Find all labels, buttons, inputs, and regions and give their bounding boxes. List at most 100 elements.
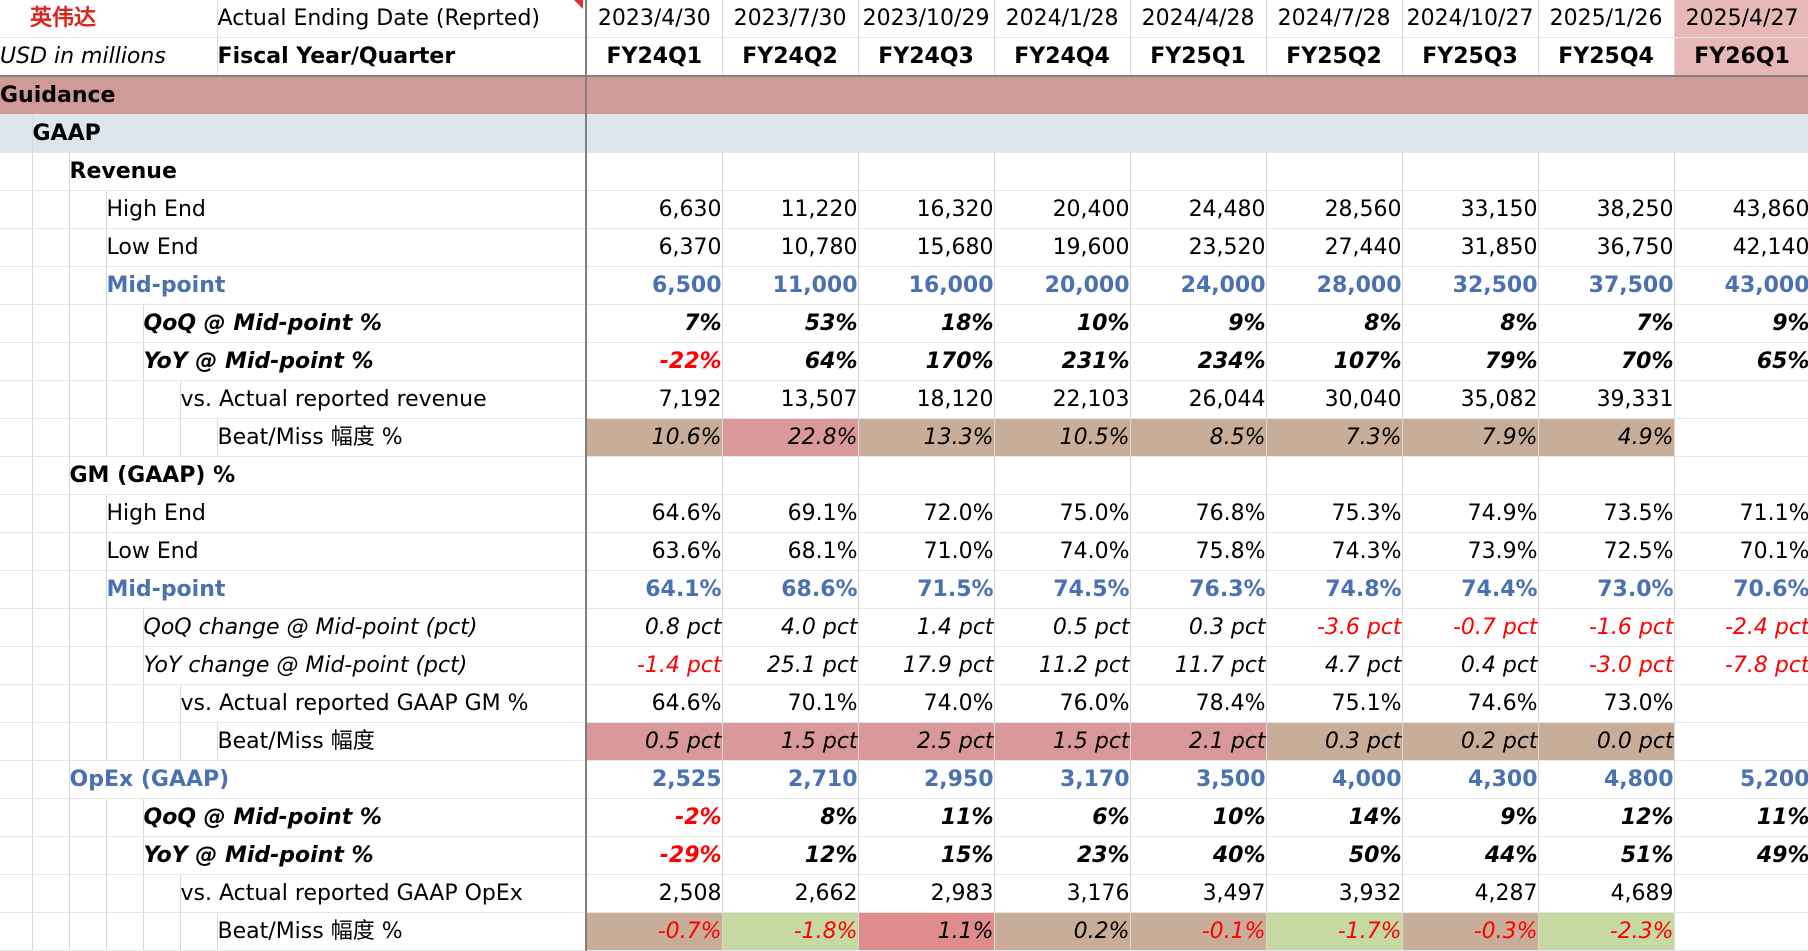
gm-low-row-value[interactable]: 71.0% [858,532,995,571]
revenue-beat-row-value[interactable]: 7.9% [1402,418,1539,457]
empty-cell[interactable] [994,114,1131,153]
period-end-date[interactable]: 2024/4/28 [1130,0,1267,38]
opex-beat-row-value[interactable]: -0.3% [1402,912,1539,951]
empty-cell[interactable] [0,912,33,951]
revenue-yoy-row-value[interactable]: 170% [858,342,995,381]
gm-actual-row-value[interactable]: 78.4% [1130,684,1267,723]
gm-mid-row-value[interactable]: 68.6% [722,570,859,609]
gm-mid-row-value[interactable]: 76.3% [1130,570,1267,609]
gm-qoq-row-value[interactable]: 0.5 pct [994,608,1131,647]
revenue-mid-row-value[interactable]: 32,500 [1402,266,1539,305]
gm-actual-row-value[interactable]: 70.1% [722,684,859,723]
empty-cell[interactable] [0,874,33,913]
revenue-qoq-row-value[interactable]: 7% [1538,304,1675,343]
period-end-date[interactable]: 2023/10/29 [858,0,995,38]
empty-cell[interactable] [69,532,107,571]
empty-cell[interactable] [180,418,218,457]
empty-cell[interactable] [32,152,70,191]
gm-low-row-value[interactable]: 72.5% [1538,532,1675,571]
gm-qoq-row-value[interactable]: -1.6 pct [1538,608,1675,647]
empty-cell[interactable] [32,304,70,343]
empty-cell[interactable] [32,456,70,495]
empty-cell[interactable] [143,684,181,723]
opex-beat-row-value[interactable]: -1.7% [1266,912,1403,951]
revenue-heading-row-value[interactable] [858,152,995,191]
gm-low-row-value[interactable]: 63.6% [586,532,723,571]
gm-yoy-row-value[interactable]: 4.7 pct [1266,646,1403,685]
date-row-label[interactable]: Actual Ending Date (Reprted) [217,0,588,38]
revenue-heading-row-value[interactable] [1130,152,1267,191]
empty-cell[interactable] [0,798,33,837]
revenue-high-row-value[interactable]: 6,630 [586,190,723,229]
empty-cell[interactable] [0,266,33,305]
revenue-low-row-value[interactable]: 23,520 [1130,228,1267,267]
empty-cell[interactable] [32,494,70,533]
gm-low-row-value[interactable]: 70.1% [1674,532,1808,571]
revenue-actual-row-value[interactable]: 39,331 [1538,380,1675,419]
empty-cell[interactable] [32,722,70,761]
gm-yoy-row-value[interactable]: -1.4 pct [586,646,723,685]
gm-beat-row-value[interactable]: 0.3 pct [1266,722,1403,761]
empty-cell[interactable] [994,76,1131,115]
gm-beat-row-value[interactable]: 1.5 pct [722,722,859,761]
opex-beat-row-value[interactable]: -1.8% [722,912,859,951]
opex-qoq-row-value[interactable]: 10% [1130,798,1267,837]
gm-yoy-row-value[interactable]: 25.1 pct [722,646,859,685]
empty-cell[interactable] [32,418,70,457]
opex-qoq-row-value[interactable]: 14% [1266,798,1403,837]
gm-mid-row-value[interactable]: 74.4% [1402,570,1539,609]
empty-cell[interactable] [0,646,33,685]
revenue-low-row-value[interactable]: 31,850 [1402,228,1539,267]
opex-actual-row-value[interactable]: 4,287 [1402,874,1539,913]
opex-mid-row-label[interactable]: OpEx (GAAP) [69,760,588,799]
opex-actual-row-value[interactable]: 3,176 [994,874,1131,913]
period-end-date[interactable]: 2024/10/27 [1402,0,1539,38]
gm-low-row-value[interactable]: 75.8% [1130,532,1267,571]
revenue-mid-row-value[interactable]: 37,500 [1538,266,1675,305]
revenue-heading-row-label[interactable]: Revenue [69,152,588,191]
empty-cell[interactable] [32,532,70,571]
opex-yoy-row-value[interactable]: -29% [586,836,723,875]
empty-cell[interactable] [1266,114,1403,153]
revenue-high-row-value[interactable]: 20,400 [994,190,1131,229]
opex-yoy-row-value[interactable]: 40% [1130,836,1267,875]
revenue-low-row-value[interactable]: 19,600 [994,228,1131,267]
empty-cell[interactable] [586,76,723,115]
empty-cell[interactable] [1538,76,1675,115]
gm-mid-row-value[interactable]: 74.5% [994,570,1131,609]
fiscal-quarter[interactable]: FY24Q3 [858,37,995,77]
revenue-qoq-row-label[interactable]: QoQ @ Mid-point % [143,304,588,343]
gm-actual-row-value[interactable] [1674,684,1808,723]
opex-qoq-row-label[interactable]: QoQ @ Mid-point % [143,798,588,837]
gm-beat-row-value[interactable]: 0.5 pct [586,722,723,761]
empty-cell[interactable] [32,228,70,267]
empty-cell[interactable] [32,684,70,723]
opex-beat-row-value[interactable]: -2.3% [1538,912,1675,951]
revenue-high-row-value[interactable]: 38,250 [1538,190,1675,229]
empty-cell[interactable] [0,380,33,419]
empty-cell[interactable] [722,76,859,115]
empty-cell[interactable] [69,722,107,761]
gm-yoy-row-value[interactable]: 17.9 pct [858,646,995,685]
gm-heading-row-value[interactable] [994,456,1131,495]
empty-cell[interactable] [69,684,107,723]
revenue-actual-row-value[interactable]: 26,044 [1130,380,1267,419]
empty-cell[interactable] [106,608,144,647]
gaap-heading[interactable]: GAAP [32,114,588,153]
empty-cell[interactable] [69,608,107,647]
gm-yoy-row-value[interactable]: 11.7 pct [1130,646,1267,685]
empty-cell[interactable] [586,114,723,153]
gm-high-row-value[interactable]: 76.8% [1130,494,1267,533]
revenue-high-row-value[interactable]: 11,220 [722,190,859,229]
gm-mid-row-value[interactable]: 73.0% [1538,570,1675,609]
opex-yoy-row-value[interactable]: 23% [994,836,1131,875]
empty-cell[interactable] [1402,114,1539,153]
empty-cell[interactable] [858,76,995,115]
revenue-beat-row-value[interactable]: 13.3% [858,418,995,457]
opex-qoq-row-value[interactable]: 12% [1538,798,1675,837]
gm-actual-row-value[interactable]: 74.6% [1402,684,1539,723]
gm-beat-row-value[interactable] [1674,722,1808,761]
period-end-date[interactable]: 2023/4/30 [586,0,723,38]
opex-mid-row-value[interactable]: 2,950 [858,760,995,799]
opex-qoq-row-value[interactable]: 8% [722,798,859,837]
